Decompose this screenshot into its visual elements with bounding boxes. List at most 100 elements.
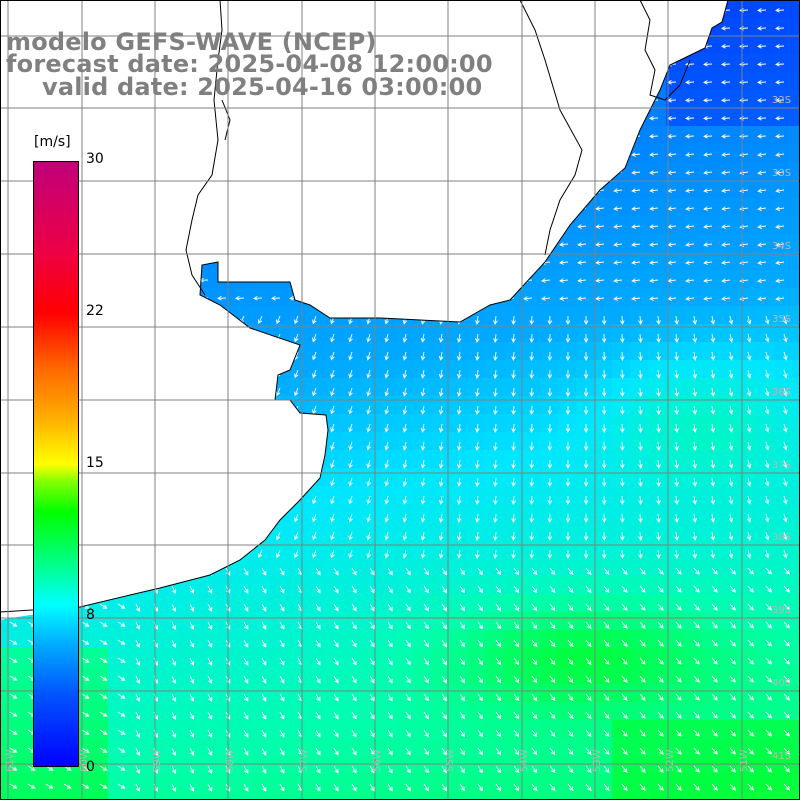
wind-arrow [451,170,461,175]
wind-speed-cell [702,90,721,109]
wind-arrow [203,405,209,414]
wind-speed-cell [486,288,505,307]
wind-arrow [438,531,444,541]
wind-speed-cell [540,504,559,523]
wind-arrow [685,152,695,157]
wind-arrow [348,423,353,433]
wind-speed-cell [684,0,703,19]
wind-arrow [595,224,605,229]
wind-arrow [585,621,592,630]
wind-speed-cell [558,72,577,91]
wind-arrow [631,8,641,13]
wind-arrow [253,295,263,301]
wind-speed-cell [378,198,397,217]
wind-arrow [351,765,357,774]
wind-speed-cell [306,468,325,487]
wind-speed-cell [702,234,721,253]
wind-arrow [261,747,267,756]
wind-arrow [549,639,556,648]
wind-speed-cell [216,774,235,793]
wind-arrow [1,295,10,301]
wind-arrow [405,675,411,684]
wind-speed-cell [792,72,800,91]
wind-speed-cell [522,306,541,325]
wind-arrow [271,169,281,175]
wind-arrow [135,567,141,577]
wind-speed-cell [162,648,181,667]
wind-arrow [9,783,18,789]
wind-arrow [511,351,516,361]
wind-speed-cell [720,324,739,343]
wind-arrow [657,765,664,773]
wind-arrow [595,98,605,103]
wind-arrow [613,278,623,283]
wind-speed-cell [684,144,703,163]
wind-speed-cell [504,630,523,649]
wind-speed-cell [108,306,127,325]
wind-speed-cell [252,126,271,145]
wind-speed-cell [342,432,361,451]
wind-arrow [402,459,408,469]
wind-speed-cell [720,36,739,55]
wind-arrow [384,441,390,451]
wind-speed-cell [468,0,487,19]
wind-arrow [217,7,227,13]
wind-arrow [423,747,429,756]
wind-arrow [185,315,191,324]
wind-arrow [475,513,480,523]
wind-speed-cell [162,360,181,379]
wind-arrow [55,7,65,13]
wind-arrow [459,729,466,738]
wind-arrow [387,783,393,792]
wind-speed-cell [774,0,793,19]
wind-arrow [577,224,587,229]
wind-speed-cell [270,612,289,631]
wind-arrow [343,278,353,283]
wind-arrow [475,369,480,379]
wind-speed-cell [468,486,487,505]
wind-arrow [531,567,538,576]
wind-arrow [271,241,281,247]
wind-speed-cell [324,270,343,289]
wind-arrow [333,711,339,720]
wind-arrow [433,242,443,247]
wind-arrow [361,278,371,283]
wind-speed-cell [378,702,397,721]
wind-speed-cell [630,414,649,433]
wind-speed-cell [270,306,289,325]
wind-speed-cell [126,522,145,541]
wind-arrow [531,621,538,630]
wind-speed-cell [738,648,757,667]
wind-arrow [351,729,357,738]
wind-speed-cell [702,378,721,397]
wind-arrow [783,729,791,737]
wind-arrow [279,621,285,630]
wind-arrow [163,259,173,265]
wind-arrow [711,639,718,647]
wind-arrow [415,116,425,121]
wind-arrow [117,603,126,609]
wind-speed-cell [378,792,397,800]
wind-arrow [757,260,767,266]
wind-speed-cell [0,216,19,235]
wind-arrow [1,169,10,175]
wind-arrow [433,116,443,121]
wind-speed-cell [720,540,739,559]
wind-arrow [721,224,731,229]
wind-speed-cell [594,90,613,109]
wind-arrow [495,747,502,756]
wind-arrow [747,747,754,755]
wind-arrow [721,134,731,139]
wind-arrow [523,242,533,247]
wind-speed-cell [720,306,739,325]
wind-arrow [130,387,137,396]
wind-arrow [783,783,791,791]
wind-speed-cell [126,0,145,19]
wind-arrow [675,567,682,575]
wind-speed-cell [342,720,361,739]
wind-speed-cell [792,342,800,361]
wind-speed-cell [378,576,397,595]
wind-arrow [595,278,605,283]
wind-speed-cell [684,738,703,757]
wind-arrow [595,152,605,157]
